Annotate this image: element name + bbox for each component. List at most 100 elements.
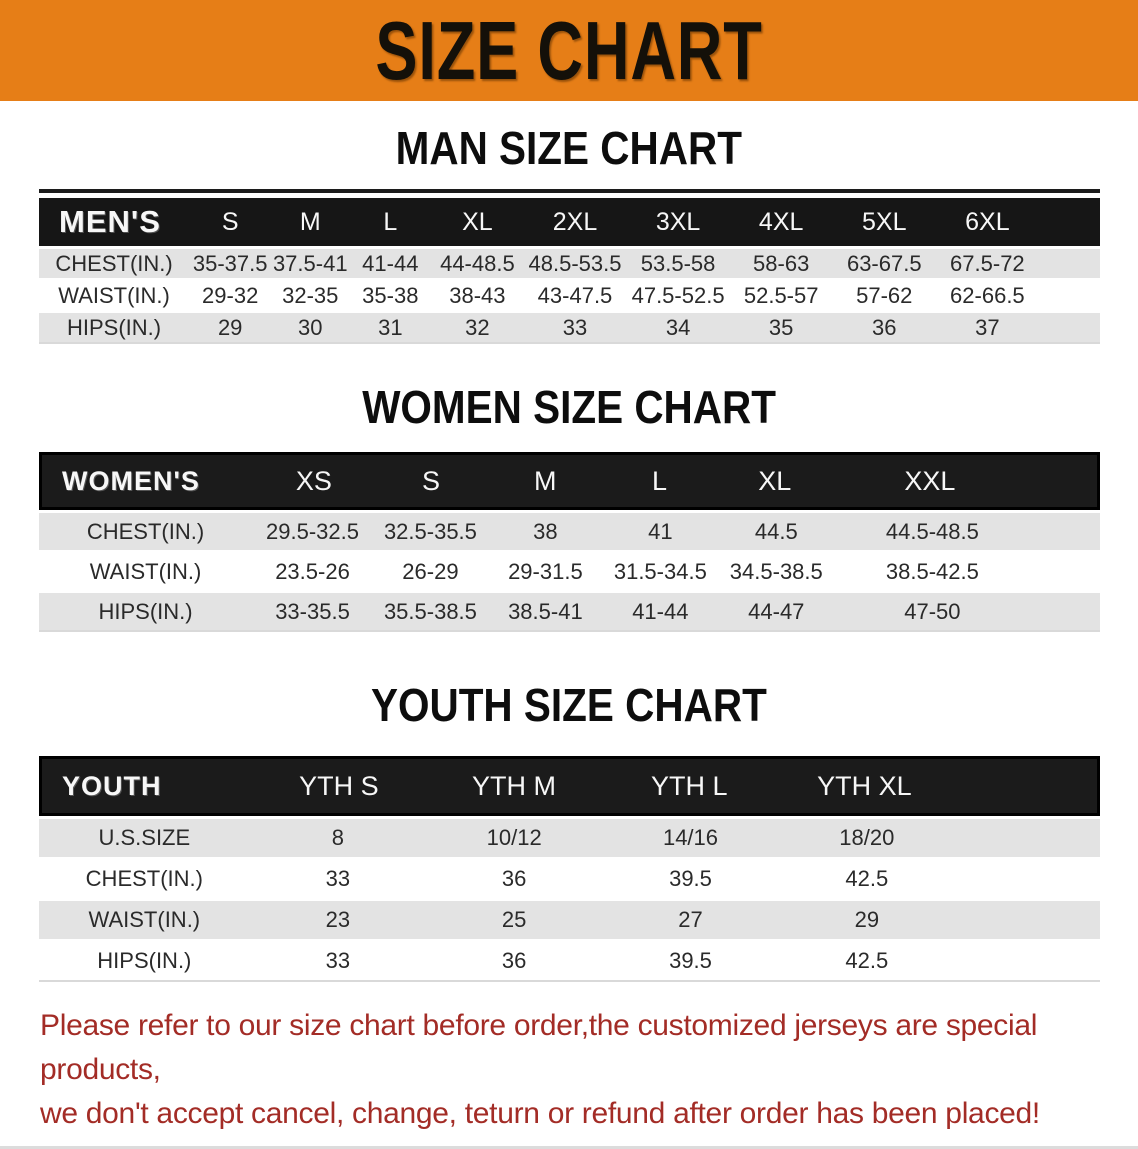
value-cell: 33 bbox=[325, 948, 351, 973]
table-row: HIPS(IN.) 29 30 31 32 33 34 35 36 37 bbox=[39, 310, 1100, 342]
value-cell: 14/16 bbox=[662, 825, 719, 850]
row-label-cell: CHEST(IN.) bbox=[86, 518, 205, 544]
value-cell: 25 bbox=[501, 907, 527, 932]
value-cell: 29-31.5 bbox=[508, 558, 583, 584]
value-cell: 23.5-26 bbox=[275, 558, 350, 584]
value-cell: 33 bbox=[562, 314, 588, 340]
size-header-cell: XL bbox=[462, 207, 493, 236]
table-title-cell: YOUTH bbox=[62, 770, 162, 801]
men-table-topline bbox=[39, 189, 1100, 193]
value-cell: 38-43 bbox=[449, 282, 506, 308]
value-cell: 48.5-53.5 bbox=[528, 250, 622, 276]
value-cell: 18/20 bbox=[839, 825, 895, 850]
value-cell: 44.5-48.5 bbox=[885, 518, 979, 544]
disclaimer-text: Please refer to our size chart before or… bbox=[40, 1004, 1138, 1136]
value-cell: 42.5 bbox=[845, 948, 889, 973]
women-section-heading-text: WOMEN SIZE CHART bbox=[362, 381, 776, 433]
youth-section-heading: YOUTH SIZE CHART bbox=[0, 678, 1138, 732]
value-cell: 32-35 bbox=[282, 282, 339, 308]
size-header-cell: S bbox=[422, 465, 441, 496]
women-table-rows: WOMEN'S XS S M L XL XXL CHEST(IN.) 29.5-32.5 32.5… bbox=[39, 452, 1100, 630]
value-cell: 47.5-52.5 bbox=[631, 282, 725, 308]
size-header-cell: XS bbox=[295, 465, 332, 496]
value-cell: 58-63 bbox=[753, 250, 810, 276]
table-row: HIPS(IN.) 33 36 39.5 42.5 bbox=[39, 939, 1100, 980]
youth-size-table: YOUTH YTH S YTH M YTH L YTH XL U.S.SIZE 8 10/12… bbox=[39, 756, 1100, 982]
youth-table-rows: YOUTH YTH S YTH M YTH L YTH XL U.S.SIZE 8 10/12… bbox=[39, 756, 1100, 980]
value-cell: 36 bbox=[501, 948, 527, 973]
value-cell: 38.5-41 bbox=[508, 598, 583, 624]
table-title-cell: MEN'S bbox=[59, 204, 161, 239]
value-cell: 43-47.5 bbox=[537, 282, 613, 308]
value-cell: 23 bbox=[325, 907, 351, 932]
size-chart-banner: SIZE CHART bbox=[0, 0, 1138, 101]
table-header-row: MEN'S S M L XL 2XL 3XL 4XL 5XL 6XL bbox=[39, 198, 1100, 246]
value-cell: 35 bbox=[768, 314, 794, 340]
value-cell: 33-35.5 bbox=[275, 598, 350, 624]
table-row: CHEST(IN.) 33 36 39.5 42.5 bbox=[39, 857, 1100, 898]
value-cell: 53.5-58 bbox=[640, 250, 716, 276]
value-cell: 34.5-38.5 bbox=[729, 558, 823, 584]
size-header-cell: 3XL bbox=[655, 207, 701, 236]
value-cell: 41-44 bbox=[632, 598, 689, 624]
value-cell: 52.5-57 bbox=[743, 282, 819, 308]
value-cell: 41-44 bbox=[362, 250, 419, 276]
value-cell: 31 bbox=[378, 314, 403, 340]
value-cell: 29 bbox=[854, 907, 880, 932]
value-cell: 39.5 bbox=[669, 866, 712, 891]
value-cell: 27 bbox=[678, 907, 703, 932]
table-header-row: YOUTH YTH S YTH M YTH L YTH XL bbox=[39, 756, 1100, 816]
row-label-cell: HIPS(IN.) bbox=[98, 598, 193, 624]
size-header-cell: 6XL bbox=[965, 207, 1010, 236]
disclaimer-line-2: we don't accept cancel, change, teturn o… bbox=[40, 1097, 1040, 1130]
table-row: HIPS(IN.) 33-35.5 35.5-38.5 38.5-41 41-44 44-… bbox=[39, 590, 1100, 630]
table-row: U.S.SIZE 8 10/12 14/16 18/20 bbox=[39, 816, 1100, 857]
value-cell: 35.5-38.5 bbox=[383, 598, 477, 624]
value-cell: 35-38 bbox=[362, 282, 419, 308]
size-header-cell: L bbox=[383, 207, 398, 236]
value-cell: 39.5 bbox=[669, 948, 712, 973]
row-label-cell: CHEST(IN.) bbox=[85, 866, 203, 891]
value-cell: 38 bbox=[533, 518, 558, 544]
youth-section-heading-text: YOUTH SIZE CHART bbox=[371, 679, 767, 731]
size-header-cell: YTH M bbox=[472, 770, 557, 801]
size-header-cell: XL bbox=[758, 465, 792, 496]
row-label-cell: WAIST(IN.) bbox=[88, 907, 201, 932]
table-header-row: WOMEN'S XS S M L XL XXL bbox=[39, 452, 1100, 510]
value-cell: 29.5-32.5 bbox=[266, 518, 359, 544]
size-header-cell: M bbox=[534, 465, 557, 496]
size-header-cell: YTH XL bbox=[817, 770, 912, 801]
value-cell: 35-37.5 bbox=[192, 250, 268, 276]
women-size-table: WOMEN'S XS S M L XL XXL CHEST(IN.) 29.5-32.5 32.5… bbox=[39, 452, 1100, 632]
value-cell: 62-66.5 bbox=[950, 282, 1025, 308]
value-cell: 37.5-41 bbox=[272, 250, 348, 276]
value-cell: 32 bbox=[465, 314, 490, 340]
value-cell: 34 bbox=[665, 314, 691, 340]
value-cell: 32.5-35.5 bbox=[383, 518, 477, 544]
row-label-cell: CHEST(IN.) bbox=[55, 250, 173, 276]
men-table-rows: MEN'S S M L XL 2XL 3XL 4XL 5XL 6XL CHEST(IN.) 35-37… bbox=[39, 198, 1100, 342]
men-section-heading-text: MAN SIZE CHART bbox=[395, 122, 743, 174]
value-cell: 33 bbox=[325, 866, 351, 891]
value-cell: 44-47 bbox=[748, 598, 805, 624]
value-cell: 63-67.5 bbox=[846, 250, 922, 276]
value-cell: 10/12 bbox=[486, 825, 542, 850]
size-header-cell: 2XL bbox=[552, 207, 598, 236]
value-cell: 26-29 bbox=[402, 558, 459, 584]
value-cell: 30 bbox=[298, 314, 323, 340]
value-cell: 29 bbox=[217, 314, 243, 340]
size-header-cell: S bbox=[221, 207, 239, 236]
size-chart-title: SIZE CHART bbox=[375, 3, 763, 97]
row-label-cell: U.S.SIZE bbox=[98, 825, 191, 850]
table-row: WAIST(IN.) 29-32 32-35 35-38 38-43 43-47.5 47.… bbox=[39, 278, 1100, 310]
men-size-table: MEN'S S M L XL 2XL 3XL 4XL 5XL 6XL CHEST(IN.) 35-37… bbox=[39, 189, 1100, 344]
table-row: WAIST(IN.) 23.5-26 26-29 29-31.5 31.5-34.5 34… bbox=[39, 550, 1100, 590]
size-header-cell: 4XL bbox=[758, 207, 804, 236]
size-header-cell: XXL bbox=[904, 465, 956, 496]
value-cell: 31.5-34.5 bbox=[613, 558, 707, 584]
men-section-heading: MAN SIZE CHART bbox=[0, 121, 1138, 175]
value-cell: 36 bbox=[501, 866, 527, 891]
value-cell: 57-62 bbox=[856, 282, 913, 308]
women-section-heading: WOMEN SIZE CHART bbox=[0, 380, 1138, 434]
value-cell: 41 bbox=[648, 518, 673, 544]
